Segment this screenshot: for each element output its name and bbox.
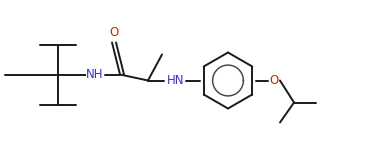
Text: O: O xyxy=(270,74,279,87)
Text: NH: NH xyxy=(86,68,104,81)
Text: O: O xyxy=(109,26,119,39)
Text: HN: HN xyxy=(167,74,185,87)
